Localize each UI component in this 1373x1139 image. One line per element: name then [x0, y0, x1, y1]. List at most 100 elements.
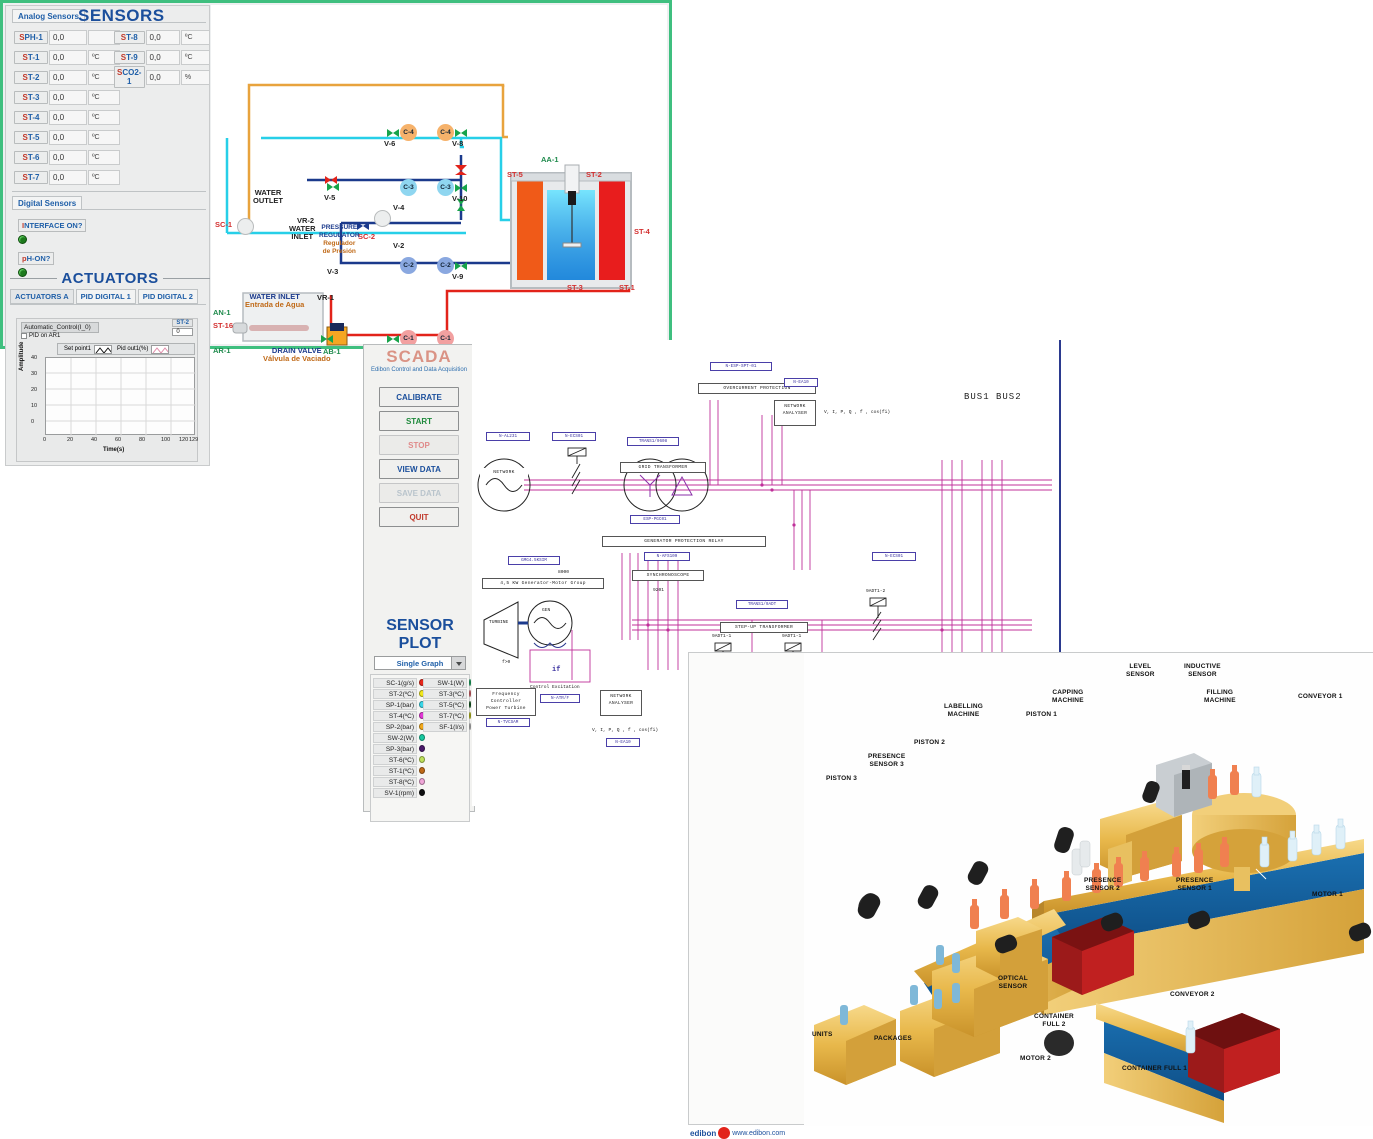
sensor-row: ST-5 0,0 ºC	[14, 128, 206, 146]
sensor-value[interactable]: 0,0	[49, 149, 87, 165]
scada-mid-button-stack[interactable]: CALIBRATE START STOP VIEW DATA SAVE DATA QUIT	[379, 387, 459, 527]
legend-label: ST-5(ºC)	[423, 699, 467, 710]
sensor-value[interactable]: 0,0	[145, 49, 180, 65]
stop-button: STOP	[379, 435, 459, 455]
sensor-tag: SCO2-1	[114, 66, 145, 88]
legend-item[interactable]: SP-1(bar)	[373, 699, 425, 710]
graph-mode-select[interactable]: Single Graph	[374, 656, 466, 670]
sensor-unit: %	[180, 69, 210, 85]
sensor-label-an1: AN-1	[213, 308, 231, 317]
sensor-unit: ºC	[88, 129, 120, 145]
electrical-tag-trans1-9adt: TRANS1/9ADT	[736, 600, 788, 609]
legend-item[interactable]: ST-6(ºC)	[373, 754, 425, 765]
sensor-value[interactable]: 0,0	[49, 69, 87, 85]
scada-mid-header: SCADA Edibon Control and Data Acquisitio…	[364, 345, 474, 373]
status-led	[18, 268, 27, 277]
electrical-tag-n-ecs01: N-ECS01	[552, 432, 596, 441]
legend-color-dot	[469, 679, 471, 686]
sensor-row: ST-8 0,0 ºC	[114, 28, 210, 46]
valve-markers	[321, 129, 467, 343]
legend-item[interactable]: ST-2(ºC)	[373, 688, 425, 699]
pid-xtick: 100	[161, 437, 171, 443]
legend-label: ST-3(ºC)	[423, 688, 467, 699]
legend-item[interactable]: SC-1(g/s)	[373, 677, 425, 688]
actuators-section: ACTUATORS ACTUATORS A PID DIGITAL 1 PID DI…	[10, 270, 210, 305]
legend-pidout-label: Pid out1(%)	[117, 346, 149, 352]
sensor-value[interactable]: 0,0	[145, 29, 180, 45]
plant-label-level-sensor: LEVEL SENSOR	[1126, 663, 1155, 678]
plant-label-labelling-machine: LABELLING MACHINE	[944, 703, 983, 718]
node-c4-a: C-4	[400, 124, 417, 141]
sensor-value[interactable]: 0,0	[49, 109, 87, 125]
legend-item[interactable]: ST-1(ºC)	[373, 765, 425, 776]
pid-ytick: 10	[31, 403, 38, 409]
legend-item[interactable]: SW-2(W)	[373, 732, 425, 743]
digital-sensor-item: INTERFACE ON?	[18, 215, 87, 244]
plant-label-presence-sensor-3: PRESENCE SENSOR 3	[868, 753, 906, 768]
sensor-unit: ºC	[88, 109, 120, 125]
view-data-button[interactable]: VIEW DATA	[379, 459, 459, 479]
plant-label-piston-1: PISTON 1	[1026, 711, 1058, 718]
actuator-tab-1[interactable]: PID DIGITAL 1	[75, 289, 136, 304]
sensor-value[interactable]: 0,0	[49, 89, 87, 105]
tab-digital-sensors[interactable]: Digital Sensors	[12, 196, 83, 210]
pid-on-ar1-checkbox[interactable]	[21, 333, 27, 339]
electrical-tag-n-esp-spt-01: N-ESP-SPT-01	[710, 362, 772, 371]
legend-item[interactable]: ST-4(ºC)	[373, 710, 425, 721]
legend-item[interactable]: ST-3(ºC)	[423, 688, 471, 699]
label-water-outlet: WATER OUTLET	[253, 188, 283, 205]
start-button[interactable]: START	[379, 411, 459, 431]
website-link[interactable]: www.edibon.com	[732, 1129, 786, 1137]
legend-item[interactable]: ST-8(ºC)	[373, 776, 425, 787]
process-diagram-svg	[225, 83, 632, 346]
electrical-box-overcurrent-protection: OVERCURRENT PROTECTION	[698, 383, 816, 394]
pid-source-tag[interactable]: ST-2	[172, 319, 193, 327]
sensor-tag: ST-5	[14, 130, 48, 144]
plant-label-packages: PACKAGES	[874, 1035, 912, 1042]
chevron-down-icon[interactable]	[451, 657, 465, 669]
actuator-tabs[interactable]: ACTUATORS A PID DIGITAL 1 PID DIGITAL 2	[10, 289, 210, 304]
pid-name-field[interactable]: Automatic_Control(I_0)	[21, 322, 99, 333]
electrical-label-turbine: TURBINE	[489, 620, 509, 625]
legend-color-dot	[469, 701, 471, 708]
actuator-tab-2[interactable]: PID DIGITAL 2	[137, 289, 198, 304]
plant-label-conveyor-2: CONVEYOR 2	[1170, 991, 1215, 998]
electrical-box-network: NETWORK	[480, 468, 528, 477]
sensor-value[interactable]: 0,0	[49, 129, 87, 145]
legend-item[interactable]: ST-7(ºC)	[423, 710, 471, 721]
electrical-label-control-excitation: Control Excitation	[530, 685, 580, 690]
bus-labels: BUS1 BUS2	[964, 392, 1022, 402]
legend-item[interactable]: SF-1(l/s)	[423, 721, 471, 732]
analog-sensors-right-list: ST-8 0,0 ºC ST-9 0,0 ºC SCO2-1 0,0%	[114, 28, 210, 88]
calibrate-button[interactable]: CALIBRATE	[379, 387, 459, 407]
legend-item[interactable]: SV-1(rpm)	[373, 787, 425, 798]
node-c2-a: C-2	[400, 257, 417, 274]
sensor-value[interactable]: 0,0	[49, 169, 87, 185]
legend-item[interactable]: SP-2(bar)	[373, 721, 425, 732]
legend-item[interactable]: ST-5(ºC)	[423, 699, 471, 710]
plant-label-motor-1: MOTOR 1	[1312, 891, 1343, 898]
legend-label: SP-2(bar)	[373, 721, 417, 732]
page-title-sensors: SENSORS	[78, 6, 165, 25]
quit-button[interactable]: QUIT	[379, 507, 459, 527]
legend-item[interactable]: SW-1(W)	[423, 677, 471, 688]
pid-setpoint-input[interactable]: 0	[172, 328, 193, 336]
sensor-row: ST-2 0,0 ºC	[14, 68, 206, 86]
scada-mid-plot-section: SENSOR PLOT Single Graph SC-1(g/s) ST-2(º…	[366, 617, 474, 822]
sensor-value[interactable]: 0,0	[145, 69, 180, 85]
sensor-unit: ºC	[88, 49, 120, 65]
sensor-unit: ºC	[88, 89, 120, 105]
plant-label-piston-2: PISTON 2	[914, 739, 946, 746]
label-water-inlet: WATER INLET	[289, 224, 316, 241]
tab-analog-sensors[interactable]: Analog Sensors	[12, 9, 85, 23]
actuator-tab-0[interactable]: ACTUATORS A	[10, 289, 74, 304]
valve-label-v6: V-6	[384, 139, 396, 148]
sensor-value[interactable]: 0,0	[49, 29, 87, 45]
digital-sensor-label: INTERFACE ON?	[18, 219, 87, 232]
pid-xtick: 80	[139, 437, 146, 443]
sensor-value[interactable]: 0,0	[49, 49, 87, 65]
legend-label: ST-8(ºC)	[373, 776, 417, 787]
legend-label: SV-1(rpm)	[373, 787, 417, 798]
label-water-inlet-tank: WATER INLET Entrada de Agua	[245, 292, 305, 309]
legend-item[interactable]: SP-3(bar)	[373, 743, 425, 754]
